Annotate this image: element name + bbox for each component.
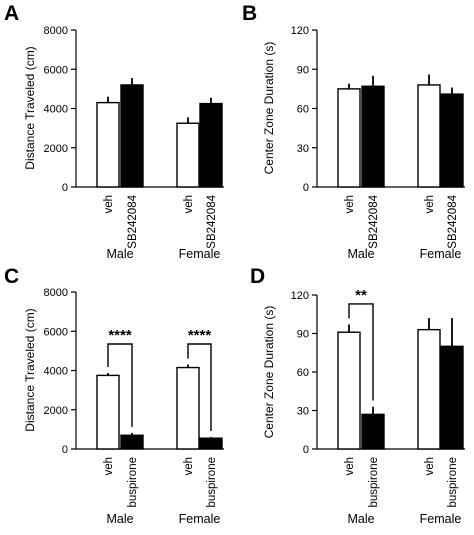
bar-veh-male [337,88,361,188]
y-tick-label: 90 [297,64,309,76]
category-label: SB242084 [206,194,218,248]
y-axis-label: Distance Traveled (cm) [23,308,37,431]
category-label: veh [344,457,356,476]
category-label: veh [183,457,195,476]
bar-veh-male [96,101,120,188]
y-tick-label: 0 [62,182,68,194]
category-label: buspirone [447,457,459,508]
bar-veh-female [176,366,200,450]
y-tick-label: 6000 [44,326,68,338]
y-tick-label: 120 [291,290,309,302]
significance-label: **** [188,327,212,344]
y-tick-label: 2000 [44,405,68,417]
category-label: SB242084 [127,194,139,248]
category-label: SB242084 [447,194,459,248]
panel-b: B 0 30 60 90 120 Center Zone Duration (s) veh S… [242,2,465,261]
panel-a: A 0 2000 4000 6000 8000 Distance Traveled (cm… [4,2,224,261]
category-label: veh [424,195,436,214]
y-axis-label: Distance Traveled (cm) [23,46,37,169]
y-tick-label: 60 [297,104,309,116]
bar-veh-male [96,374,120,450]
y-tick-label: 4000 [44,104,68,116]
panel-a-letter: A [4,2,19,25]
bar-veh-female [417,328,441,450]
group-label: Male [347,512,374,526]
significance-bracket [348,303,374,401]
group-label: Female [179,512,221,526]
y-tick-label: 0 [62,444,68,456]
category-label: veh [183,195,195,214]
y-tick-label: 8000 [44,287,68,299]
bar-sb242084-female [440,93,464,188]
bar-sb242084-male [120,84,144,188]
y-tick-label: 6000 [44,64,68,76]
group-label: Male [106,512,133,526]
y-tick-label: 120 [291,25,309,37]
y-tick-label: 30 [297,406,309,418]
bar-veh-female [417,84,441,188]
group-label: Female [179,247,221,261]
y-tick-label: 0 [303,182,309,194]
category-label: buspirone [206,457,218,508]
category-label: veh [103,457,115,476]
y-axis-label: Center Zone Duration (s) [262,42,276,175]
y-tick-label: 60 [297,367,309,379]
category-label: veh [424,457,436,476]
significance-bracket [107,343,133,427]
group-label: Male [106,247,133,261]
category-label: buspirone [368,457,380,508]
group-label: Female [420,247,462,261]
significance-bracket [187,343,212,432]
significance-label: ** [355,287,367,304]
y-tick-label: 2000 [44,143,68,155]
panel-d-letter: D [250,265,265,288]
y-tick-label: 90 [297,329,309,341]
bar-buspirone-male [120,434,144,450]
bar-buspirone-female [199,437,223,450]
group-label: Male [347,247,374,261]
panel-b-letter: B [242,2,257,25]
bar-sb242084-female [199,102,223,188]
bar-buspirone-male [361,413,385,450]
panel-c-letter: C [4,265,19,288]
group-label: Female [420,512,462,526]
category-label: veh [103,195,115,214]
y-tick-label: 30 [297,143,309,155]
y-axis-label: Center Zone Duration (s) [262,306,276,439]
bar-veh-male [337,331,361,450]
significance-label: **** [108,327,132,344]
y-tick-label: 4000 [44,366,68,378]
category-label: buspirone [127,457,139,508]
y-tick-label: 0 [303,444,309,456]
y-tick-label: 8000 [44,25,68,37]
panel-c: C 0 2000 4000 6000 8000 Distance Traveled (cm… [4,265,224,526]
category-label: veh [344,195,356,214]
category-label: SB242084 [368,194,380,248]
bar-sb242084-male [361,85,385,188]
bar-buspirone-female [440,345,464,450]
bar-veh-female [176,122,200,188]
